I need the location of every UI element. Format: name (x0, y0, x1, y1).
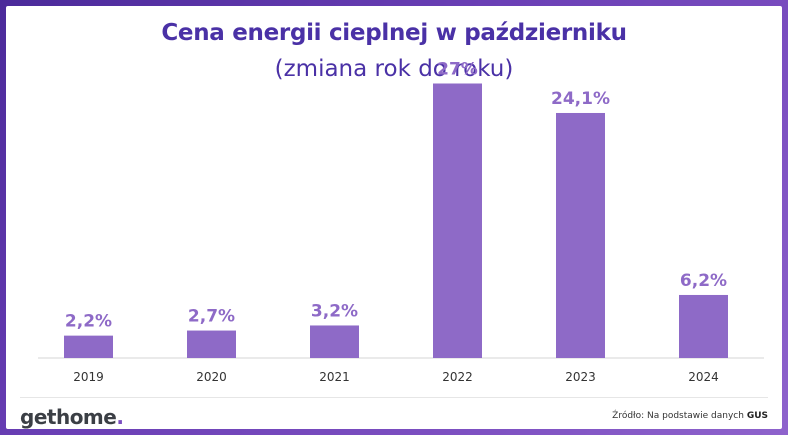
x-tick-2022: 2022 (442, 370, 473, 384)
x-tick-2023: 2023 (565, 370, 596, 384)
value-label-2023: 24,1% (551, 89, 610, 109)
bar-2023 (556, 112, 605, 358)
chart-title: Cena energii cieplnej w październiku (161, 20, 627, 46)
bar-2021 (310, 325, 359, 358)
value-label-2024: 6,2% (680, 271, 727, 291)
x-tick-2019: 2019 (73, 370, 104, 384)
gethome-logo: gethome. (20, 405, 124, 429)
x-tick-2024: 2024 (688, 370, 719, 384)
chart-subtitle: (zmiana rok do roku) (274, 56, 514, 82)
value-label-2022: 27% (437, 60, 478, 80)
bar-chart: 2,2% 2019 2,7% 2020 3,2% 2021 27% 2022 24,1% 2023… (38, 60, 764, 384)
value-label-2019: 2,2% (65, 312, 112, 332)
chart-card: Cena energii cieplnej w październiku (zm… (6, 6, 782, 429)
footer-divider (20, 397, 768, 398)
value-label-2021: 3,2% (311, 301, 358, 321)
bar-2019 (64, 335, 113, 358)
value-label-2020: 2,7% (188, 307, 235, 327)
bar-2020 (187, 330, 236, 358)
x-tick-2021: 2021 (319, 370, 350, 384)
x-tick-2020: 2020 (196, 370, 227, 384)
bar-2022 (433, 83, 482, 358)
bar-2024 (679, 294, 728, 358)
source-note: Źródło: Na podstawie danych GUS (612, 411, 768, 421)
